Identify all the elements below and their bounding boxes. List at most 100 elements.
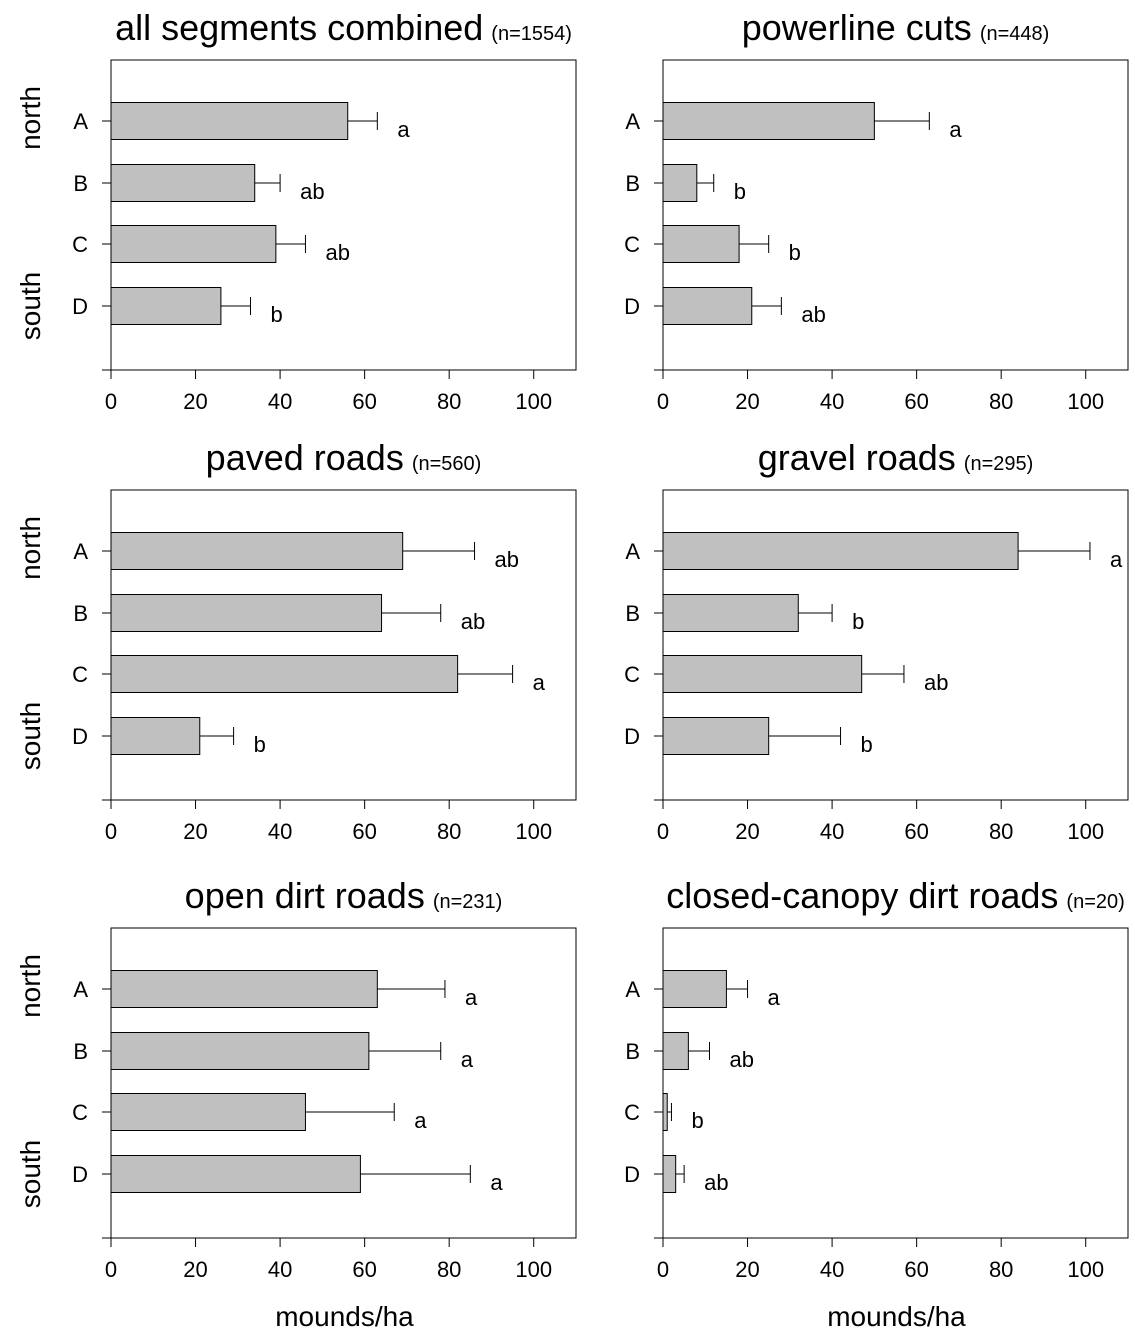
y-tick-label-A: A	[625, 109, 640, 134]
x-tick-label: 80	[437, 389, 461, 414]
error-bar-B	[381, 604, 442, 622]
panel-3: paved roads (n=560) A ab B ab C a D b 0 20 40 60 80 100…	[15, 437, 577, 844]
y-tick-label-A: A	[73, 977, 88, 1002]
error-bar-B	[688, 1042, 710, 1060]
region-label-south: south	[15, 702, 46, 771]
error-bar-B	[254, 174, 281, 192]
error-bar-C	[457, 665, 514, 683]
y-tick-label-D: D	[72, 294, 88, 319]
bar-D	[662, 287, 753, 325]
x-tick-label: 0	[105, 819, 117, 844]
region-label-north: north	[15, 86, 46, 150]
x-tick-label: 80	[437, 819, 461, 844]
bar-A	[662, 532, 1019, 570]
y-tick-label-D: D	[624, 294, 640, 319]
error-bar-C	[861, 665, 905, 683]
significance-label-C: b	[691, 1108, 703, 1133]
panel-1: all segments combined (n=1554) A a B ab C ab D b 0…	[15, 7, 577, 414]
x-tick-label: 40	[820, 1257, 844, 1282]
bar-C	[110, 1093, 306, 1131]
x-axis-label: mounds/ha	[827, 1301, 966, 1332]
significance-label-B: b	[852, 609, 864, 634]
significance-label-A: ab	[495, 547, 519, 572]
significance-label-C: a	[533, 670, 546, 695]
panel-4: gravel roads (n=295) A a B b C ab D b 0 20 40 60 80 100	[624, 437, 1129, 844]
error-bar-D	[675, 1165, 685, 1183]
y-tick-label-D: D	[72, 1162, 88, 1187]
significance-label-B: ab	[730, 1047, 754, 1072]
error-bar-B	[368, 1042, 442, 1060]
y-tick-label-B: B	[73, 171, 88, 196]
x-tick-label: 40	[268, 389, 292, 414]
y-tick-label-A: A	[73, 109, 88, 134]
x-tick-label: 60	[352, 1257, 376, 1282]
plot-frame	[662, 489, 1129, 801]
bar-C	[110, 655, 459, 693]
panel-sample-size: (n=1554)	[491, 23, 572, 45]
error-bar-A	[377, 980, 446, 998]
panel-2: powerline cuts (n=448) A a B b C b D ab 0 20 40 60 80 1…	[624, 7, 1129, 414]
significance-label-C: ab	[325, 240, 349, 265]
x-tick-label: 80	[989, 819, 1013, 844]
bar-D	[662, 717, 770, 755]
y-tick-label-B: B	[625, 171, 640, 196]
significance-label-B: b	[734, 179, 746, 204]
region-label-south: south	[15, 272, 46, 341]
panel-sample-size: (n=295)	[964, 453, 1034, 475]
bar-B	[662, 594, 799, 632]
significance-label-D: b	[861, 732, 873, 757]
plot-frame	[110, 489, 577, 801]
y-tick-label-C: C	[624, 662, 640, 687]
bar-A	[662, 970, 727, 1008]
x-tick-label: 20	[735, 1257, 759, 1282]
error-bar-A	[402, 542, 476, 560]
panel-sample-size: (n=20)	[1066, 891, 1124, 913]
y-tick-label-A: A	[625, 539, 640, 564]
significance-label-A: a	[397, 117, 410, 142]
y-tick-label-C: C	[624, 1100, 640, 1125]
y-tick-label-A: A	[73, 539, 88, 564]
panel-title-text: closed-canopy dirt roads	[666, 875, 1058, 916]
error-bar-C	[275, 235, 306, 253]
significance-label-C: b	[789, 240, 801, 265]
significance-label-C: ab	[924, 670, 948, 695]
significance-label-B: a	[461, 1047, 474, 1072]
significance-label-D: b	[254, 732, 266, 757]
panel-title-text: open dirt roads	[185, 875, 425, 916]
error-bar-D	[199, 727, 235, 745]
panel-title: gravel roads (n=295)	[758, 437, 1034, 478]
x-tick-label: 0	[657, 819, 669, 844]
y-tick-label-D: D	[624, 724, 640, 749]
x-tick-label: 80	[989, 1257, 1013, 1282]
x-tick-label: 100	[515, 819, 552, 844]
bar-D	[110, 1155, 361, 1193]
significance-label-A: a	[465, 985, 478, 1010]
x-tick-label: 60	[352, 389, 376, 414]
error-bar-C	[667, 1103, 672, 1121]
x-tick-label: 100	[1067, 389, 1104, 414]
plot-frame	[662, 59, 1129, 371]
panel-title-text: all segments combined	[115, 7, 483, 48]
panel-title: paved roads (n=560)	[206, 437, 482, 478]
plot-frame	[110, 927, 577, 1239]
error-bar-B	[798, 604, 833, 622]
x-axis-label: mounds/ha	[275, 1301, 414, 1332]
y-tick-label-D: D	[624, 1162, 640, 1187]
error-bar-D	[220, 297, 251, 315]
x-tick-label: 20	[183, 819, 207, 844]
bar-C	[662, 225, 740, 263]
bar-B	[662, 164, 698, 202]
bar-B	[110, 594, 383, 632]
y-tick-label-C: C	[72, 662, 88, 687]
region-label-north: north	[15, 954, 46, 1018]
error-bar-C	[739, 235, 770, 253]
significance-label-B: ab	[300, 179, 324, 204]
x-tick-label: 40	[268, 819, 292, 844]
significance-label-D: b	[271, 302, 283, 327]
region-label-north: north	[15, 516, 46, 580]
x-tick-label: 100	[515, 389, 552, 414]
bar-D	[662, 1155, 677, 1193]
bar-A	[110, 102, 349, 140]
x-tick-label: 100	[1067, 819, 1104, 844]
